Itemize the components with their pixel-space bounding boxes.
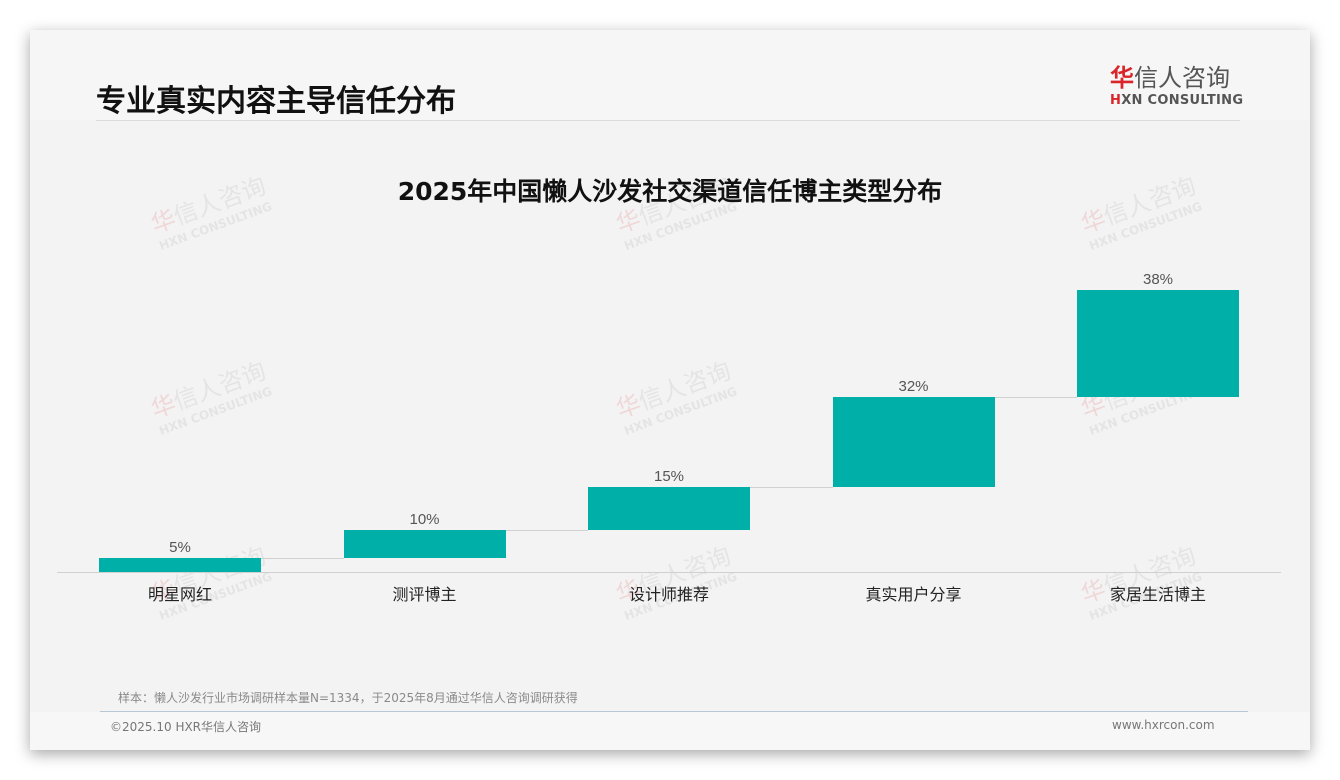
copyright-text: ©2025.10 HXR华信人咨询 xyxy=(110,720,262,734)
watermark: 华信人咨询 HXN CONSULTING xyxy=(612,541,739,624)
header-divider xyxy=(96,120,1240,121)
logo-en-text: HXN CONSULTING xyxy=(1110,93,1244,108)
page-title: 专业真实内容主导信任分布 xyxy=(96,84,456,119)
header-band xyxy=(30,30,1310,120)
bar xyxy=(1077,290,1239,398)
category-label: 真实用户分享 xyxy=(865,585,962,604)
category-label: 明星网红 xyxy=(147,585,212,604)
bar-value-label: 38% xyxy=(1142,271,1174,288)
category-label: 测评博主 xyxy=(392,585,457,604)
footer-divider xyxy=(100,711,1248,712)
bar xyxy=(99,557,261,572)
category-label: 家居生活博主 xyxy=(1109,585,1206,604)
bar xyxy=(832,397,995,488)
bar-value-label: 32% xyxy=(898,378,929,396)
chart-title: 2025年中国懒人沙发社交渠道信任博主类型分布 xyxy=(397,177,943,206)
logo-cn-text: 华信人咨询 xyxy=(1110,64,1230,92)
connector-line xyxy=(505,529,588,531)
sample-note: 样本：懒人沙发行业市场调研样本量N=1334，于2025年8月通过华信人咨询调研… xyxy=(118,691,578,705)
bar-value-label: 5% xyxy=(169,538,191,556)
watermark: 华信人咨询 HXN CONSULTING xyxy=(612,356,739,439)
connector-line xyxy=(994,397,1077,399)
slide: 华信人咨询 HXN CONSULTING 华信人咨询 HXN CONSULTIN… xyxy=(30,30,1310,750)
bar-value-label: 10% xyxy=(409,510,440,528)
watermark: 华信人咨询 HXN CONSULTING xyxy=(147,356,274,439)
bar-value-label: 15% xyxy=(653,468,685,486)
connector-line xyxy=(261,557,344,559)
connector-line xyxy=(750,487,833,489)
watermark: 华信人咨询 HXN CONSULTING xyxy=(1077,541,1204,624)
footer-band xyxy=(30,712,1310,750)
bar xyxy=(343,529,506,558)
company-logo: 华信人咨询 HXN CONSULTING xyxy=(1110,64,1250,108)
category-label: 设计师推荐 xyxy=(628,585,709,604)
website-link[interactable]: www.hxrcon.com xyxy=(1112,718,1215,732)
bar xyxy=(588,487,750,530)
x-axis-line xyxy=(57,572,1281,573)
